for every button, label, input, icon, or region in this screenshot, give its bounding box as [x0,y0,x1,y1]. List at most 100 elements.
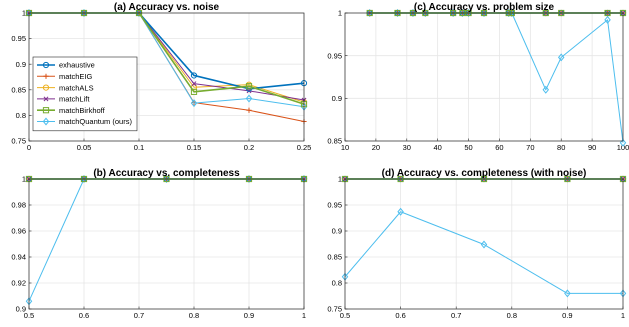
x-tick-label: 10 [341,143,349,152]
x-tick-label: 100 [617,143,629,152]
x-tick-label: 80 [557,143,565,152]
data-point [394,9,401,17]
x-tick-label: 70 [526,143,534,152]
data-point [480,9,488,17]
x-tick-label: 90 [588,143,596,152]
chart-panel-4: 0.5 0.6 0.7 0.8 0.9 1 0.75 0.8 0.85 0.9 0.95 1 (d) A… [327,168,627,320]
x-tick-label: 0.5 [340,311,350,320]
y-tick-label: 0.96 [11,227,26,236]
data-point [557,53,565,62]
data-point [480,240,488,249]
x-tick-label: 0.15 [187,143,202,152]
y-tick-label: 0.85 [327,253,342,262]
data-point [366,9,373,17]
x-tick-label: 0.1 [134,143,144,152]
y-tick-label: 0.85 [327,137,342,146]
legend-label: exhaustive [59,61,95,70]
y-tick-label: 0.95 [11,34,26,43]
x-tick-label: 0.7 [134,311,144,320]
axes-frame [28,178,305,310]
data-point [245,83,253,90]
x-tick-label: 0.6 [395,311,405,320]
chart-title: (b) Accuracy vs. completeness [93,168,240,179]
x-tick-label: 50 [464,143,472,152]
data-point [163,175,170,183]
legend-marker [42,84,50,91]
axes-frame [28,12,305,142]
x-tick-label: 0.7 [451,311,461,320]
x-tick-label: 0.8 [507,311,517,320]
series-line [344,211,623,294]
data-point [190,88,198,95]
data-point [80,175,88,183]
y-tick-label: 0.75 [11,137,26,146]
x-tick-label: 1 [302,311,306,320]
legend-entry: matchALS [37,83,94,92]
x-tick-label: 0.5 [24,311,34,320]
data-point [191,81,197,87]
y-tick-label: 0.94 [11,253,26,262]
legend-entry: exhaustive [37,61,95,70]
axes-frame [344,178,624,310]
data-point [246,107,252,113]
plot-area [29,179,304,309]
y-tick-label: 0.95 [327,201,342,210]
x-tick-label: 0.25 [297,143,312,152]
chart-title: (c) Accuracy vs. problem size [414,2,555,13]
x-tick-label: 60 [495,143,503,152]
plot-area [345,13,623,141]
legend-box [32,56,138,132]
x-tick-label: 30 [403,143,411,152]
data-point [465,9,472,17]
y-tick-label: 0.75 [327,305,342,314]
x-tick-label: 40 [433,143,441,152]
y-tick-label: 1 [338,175,342,184]
legend-label: matchQuantum (ours) [59,117,132,126]
data-point [409,9,417,17]
data-point [449,9,457,17]
legend-marker [42,107,50,114]
x-tick-label: 0 [27,143,31,152]
y-tick-label: 0.85 [11,85,26,94]
chart-panel-1: 0 0.05 0.1 0.15 0.2 0.25 0.75 0.8 0.85 0.9 0.95 1 (a… [11,2,311,152]
y-tick-label: 0.8 [332,279,342,288]
legend-label: matchBirkhoff [59,106,106,115]
data-point [245,175,253,183]
x-tick-label: 0.05 [77,143,92,152]
legend: exhaustive matchEIG matchALS matchLift match… [32,56,138,132]
data-point [422,9,429,17]
legend-marker [43,96,49,102]
x-tick-label: 1 [621,311,625,320]
data-point [190,72,198,79]
axes-frame [344,12,624,142]
y-tick-label: 0.8 [16,111,26,120]
legend-entry: matchLift [37,95,90,104]
y-tick-label: 0.9 [16,305,26,314]
data-point [190,99,198,108]
y-tick-label: 1 [338,9,342,18]
x-tick-label: 0.9 [244,311,254,320]
chart-title: (a) Accuracy vs. noise [114,2,220,13]
legend-marker [42,61,50,69]
x-tick-label: 0.6 [79,311,89,320]
legend-marker [42,117,50,126]
legend-label: matchEIG [59,72,93,81]
y-tick-label: 0.9 [332,227,342,236]
legend-entry: matchQuantum (ours) [37,117,132,126]
legend-entry: matchEIG [37,72,93,81]
chart-panel-3: 0.5 0.6 0.7 0.8 0.9 1 0.9 0.92 0.94 0.96 0.98 1 (b) … [11,168,308,320]
legend-entry: matchBirkhoff [37,106,106,115]
y-tick-label: 1 [22,175,26,184]
data-point [135,9,143,17]
data-point [245,94,253,103]
legend-label: matchLift [59,95,90,104]
y-tick-label: 0.9 [332,94,342,103]
data-point [564,289,571,298]
y-tick-label: 0.92 [11,279,26,288]
data-point [397,207,404,216]
data-point [619,138,627,147]
y-tick-label: 0.9 [16,60,26,69]
x-tick-label: 20 [372,143,380,152]
legend-marker [43,73,49,79]
